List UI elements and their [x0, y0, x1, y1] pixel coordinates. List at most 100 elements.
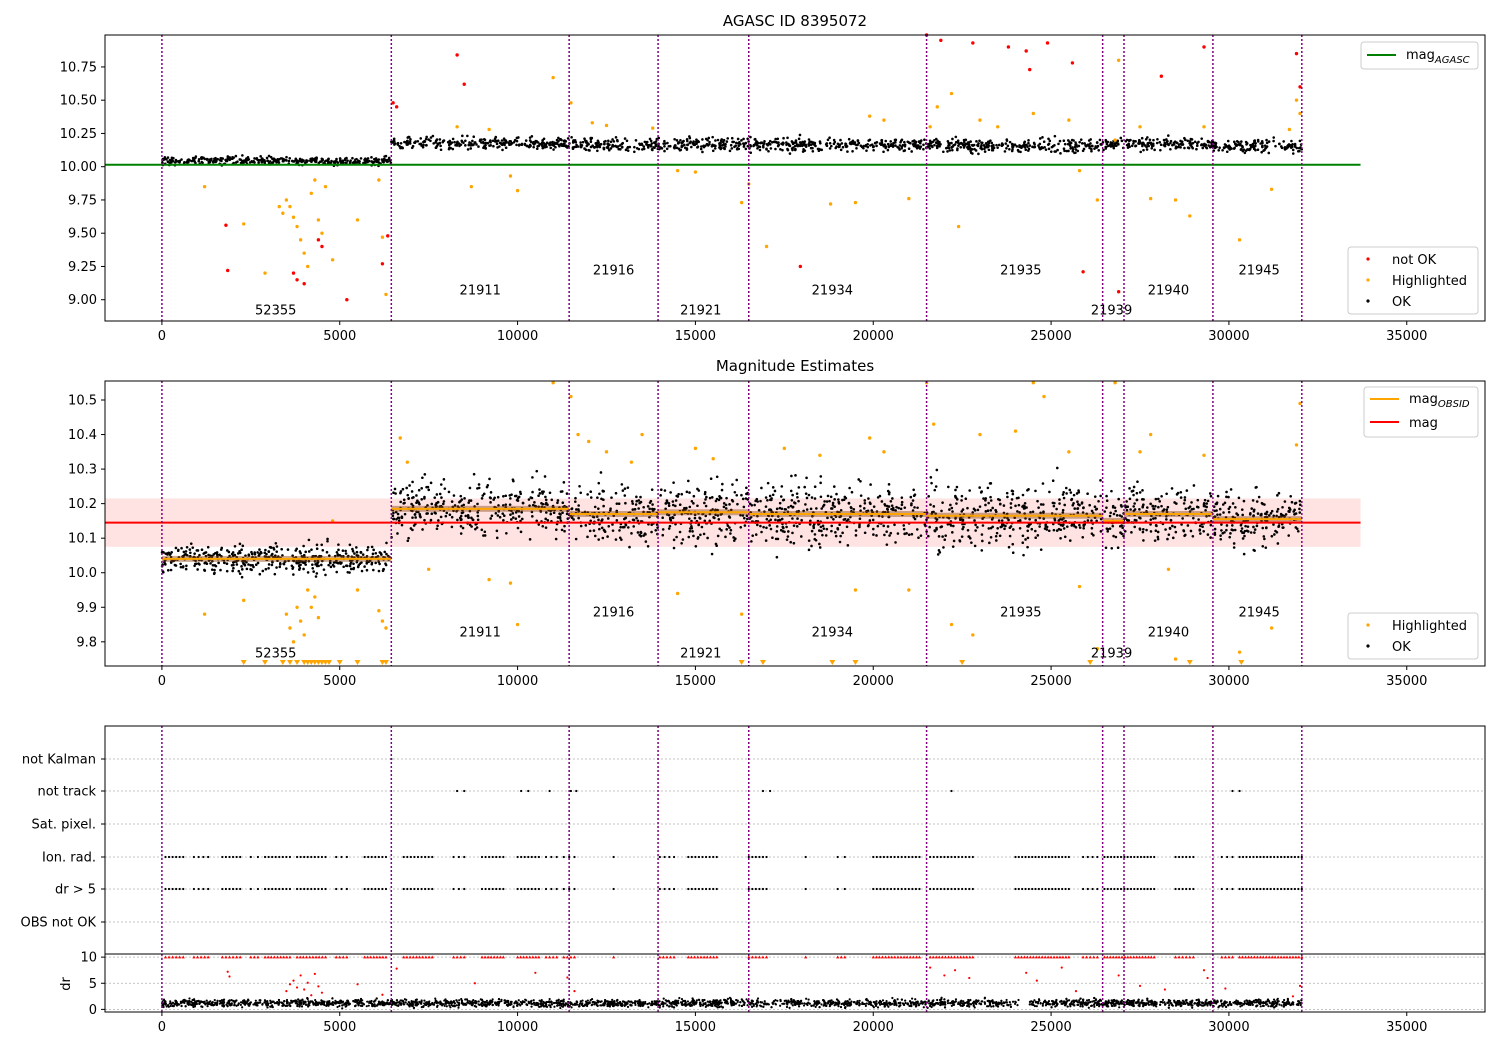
flag-point: [575, 789, 578, 793]
ok-point: [940, 525, 944, 528]
ok-point: [329, 161, 333, 165]
ok-point: [476, 502, 479, 506]
ok-point: [768, 524, 771, 527]
ok-point: [775, 555, 779, 559]
ok-point: [763, 139, 766, 143]
ok-point: [589, 140, 593, 144]
ok-point: [1099, 494, 1102, 498]
ok-point: [1073, 145, 1077, 149]
ok-point: [674, 504, 677, 508]
ok-point: [495, 529, 499, 533]
highlighted-point: [277, 204, 281, 209]
ok-point: [642, 505, 645, 509]
ok-point: [1165, 492, 1168, 496]
ok-point: [1139, 150, 1142, 154]
ok-point: [978, 505, 982, 508]
flag-point: [971, 887, 974, 891]
ok-point: [186, 158, 190, 162]
ok-point: [516, 499, 520, 502]
ok-point: [366, 160, 369, 164]
ok-point: [734, 144, 738, 147]
flag-point: [1064, 855, 1067, 859]
panel1-data-layer: 5235521911219162192121934219352193921940…: [105, 33, 1361, 321]
ok-point: [739, 142, 742, 146]
ok-point: [397, 519, 401, 522]
flag-point: [324, 855, 327, 859]
ok-point: [800, 535, 803, 538]
ok-point: [962, 140, 966, 144]
ok-point: [1187, 506, 1190, 510]
ok-point: [407, 497, 410, 500]
ok-point: [1148, 138, 1152, 142]
ok-point: [606, 535, 609, 538]
ok-point: [1240, 140, 1243, 143]
ok-point: [1048, 139, 1052, 143]
ok-point: [1063, 142, 1067, 146]
ok-point: [794, 139, 798, 142]
ok-point: [447, 147, 451, 151]
flag-point: [1300, 887, 1303, 891]
ok-point: [277, 157, 281, 161]
ok-point: [311, 563, 314, 566]
ok-point: [1187, 146, 1191, 150]
ok-point: [203, 561, 206, 565]
flag-point: [701, 887, 704, 891]
flag-point: [943, 855, 946, 859]
ok-point: [1179, 139, 1182, 143]
ok-point: [1008, 534, 1012, 538]
ok-point: [930, 481, 933, 485]
panel2-legend-top: magOBSID mag: [1363, 386, 1479, 438]
ok-point: [572, 518, 575, 521]
ok-point: [624, 148, 628, 152]
not-ok-point: [798, 264, 803, 269]
flag-point: [527, 887, 530, 891]
ok-point: [511, 516, 515, 519]
ok-point: [929, 503, 932, 506]
ok-point: [233, 560, 236, 564]
highlighted-point: [1269, 626, 1274, 630]
ok-point: [402, 502, 405, 505]
flag-point: [402, 855, 405, 859]
ok-point: [1097, 148, 1101, 152]
highlighted-point: [288, 204, 292, 209]
ok-point: [1171, 143, 1174, 147]
ok-point: [185, 553, 189, 557]
ok-point: [1263, 537, 1266, 541]
ok-point: [1069, 147, 1073, 150]
ok-point: [418, 512, 422, 516]
ok-point: [1099, 479, 1102, 482]
y-tick-label: 10.00: [60, 160, 97, 175]
ok-point: [749, 151, 753, 155]
ok-point: [927, 534, 930, 538]
ok-point: [600, 526, 604, 530]
flag-point: [765, 887, 768, 891]
ok-point: [1132, 485, 1136, 489]
ok-point: [348, 160, 352, 164]
ok-point: [1155, 141, 1159, 145]
ok-point: [1222, 511, 1225, 514]
ok-point: [1144, 137, 1148, 141]
ok-point: [982, 144, 986, 147]
ok-point: [434, 146, 438, 149]
ok-point: [1277, 525, 1280, 529]
flag-point: [1262, 887, 1265, 891]
ok-point: [1082, 523, 1086, 527]
x-tick-label: 25000: [1030, 674, 1071, 689]
flag-point: [1017, 887, 1020, 891]
flag-point: [320, 855, 324, 859]
ok-point: [427, 488, 431, 492]
ok-point: [215, 551, 219, 554]
ok-point: [276, 559, 279, 563]
ok-point: [1105, 494, 1108, 498]
ok-point: [632, 525, 636, 528]
ok-point: [736, 502, 739, 506]
ok-point: [220, 159, 223, 163]
ok-point: [1088, 503, 1091, 507]
highlighted-point: [1294, 443, 1299, 447]
ok-point: [761, 144, 765, 148]
flag-point: [936, 887, 939, 891]
ok-point: [975, 140, 978, 143]
ok-point: [1078, 526, 1082, 529]
ok-point: [601, 536, 605, 540]
ok-point: [706, 536, 709, 540]
